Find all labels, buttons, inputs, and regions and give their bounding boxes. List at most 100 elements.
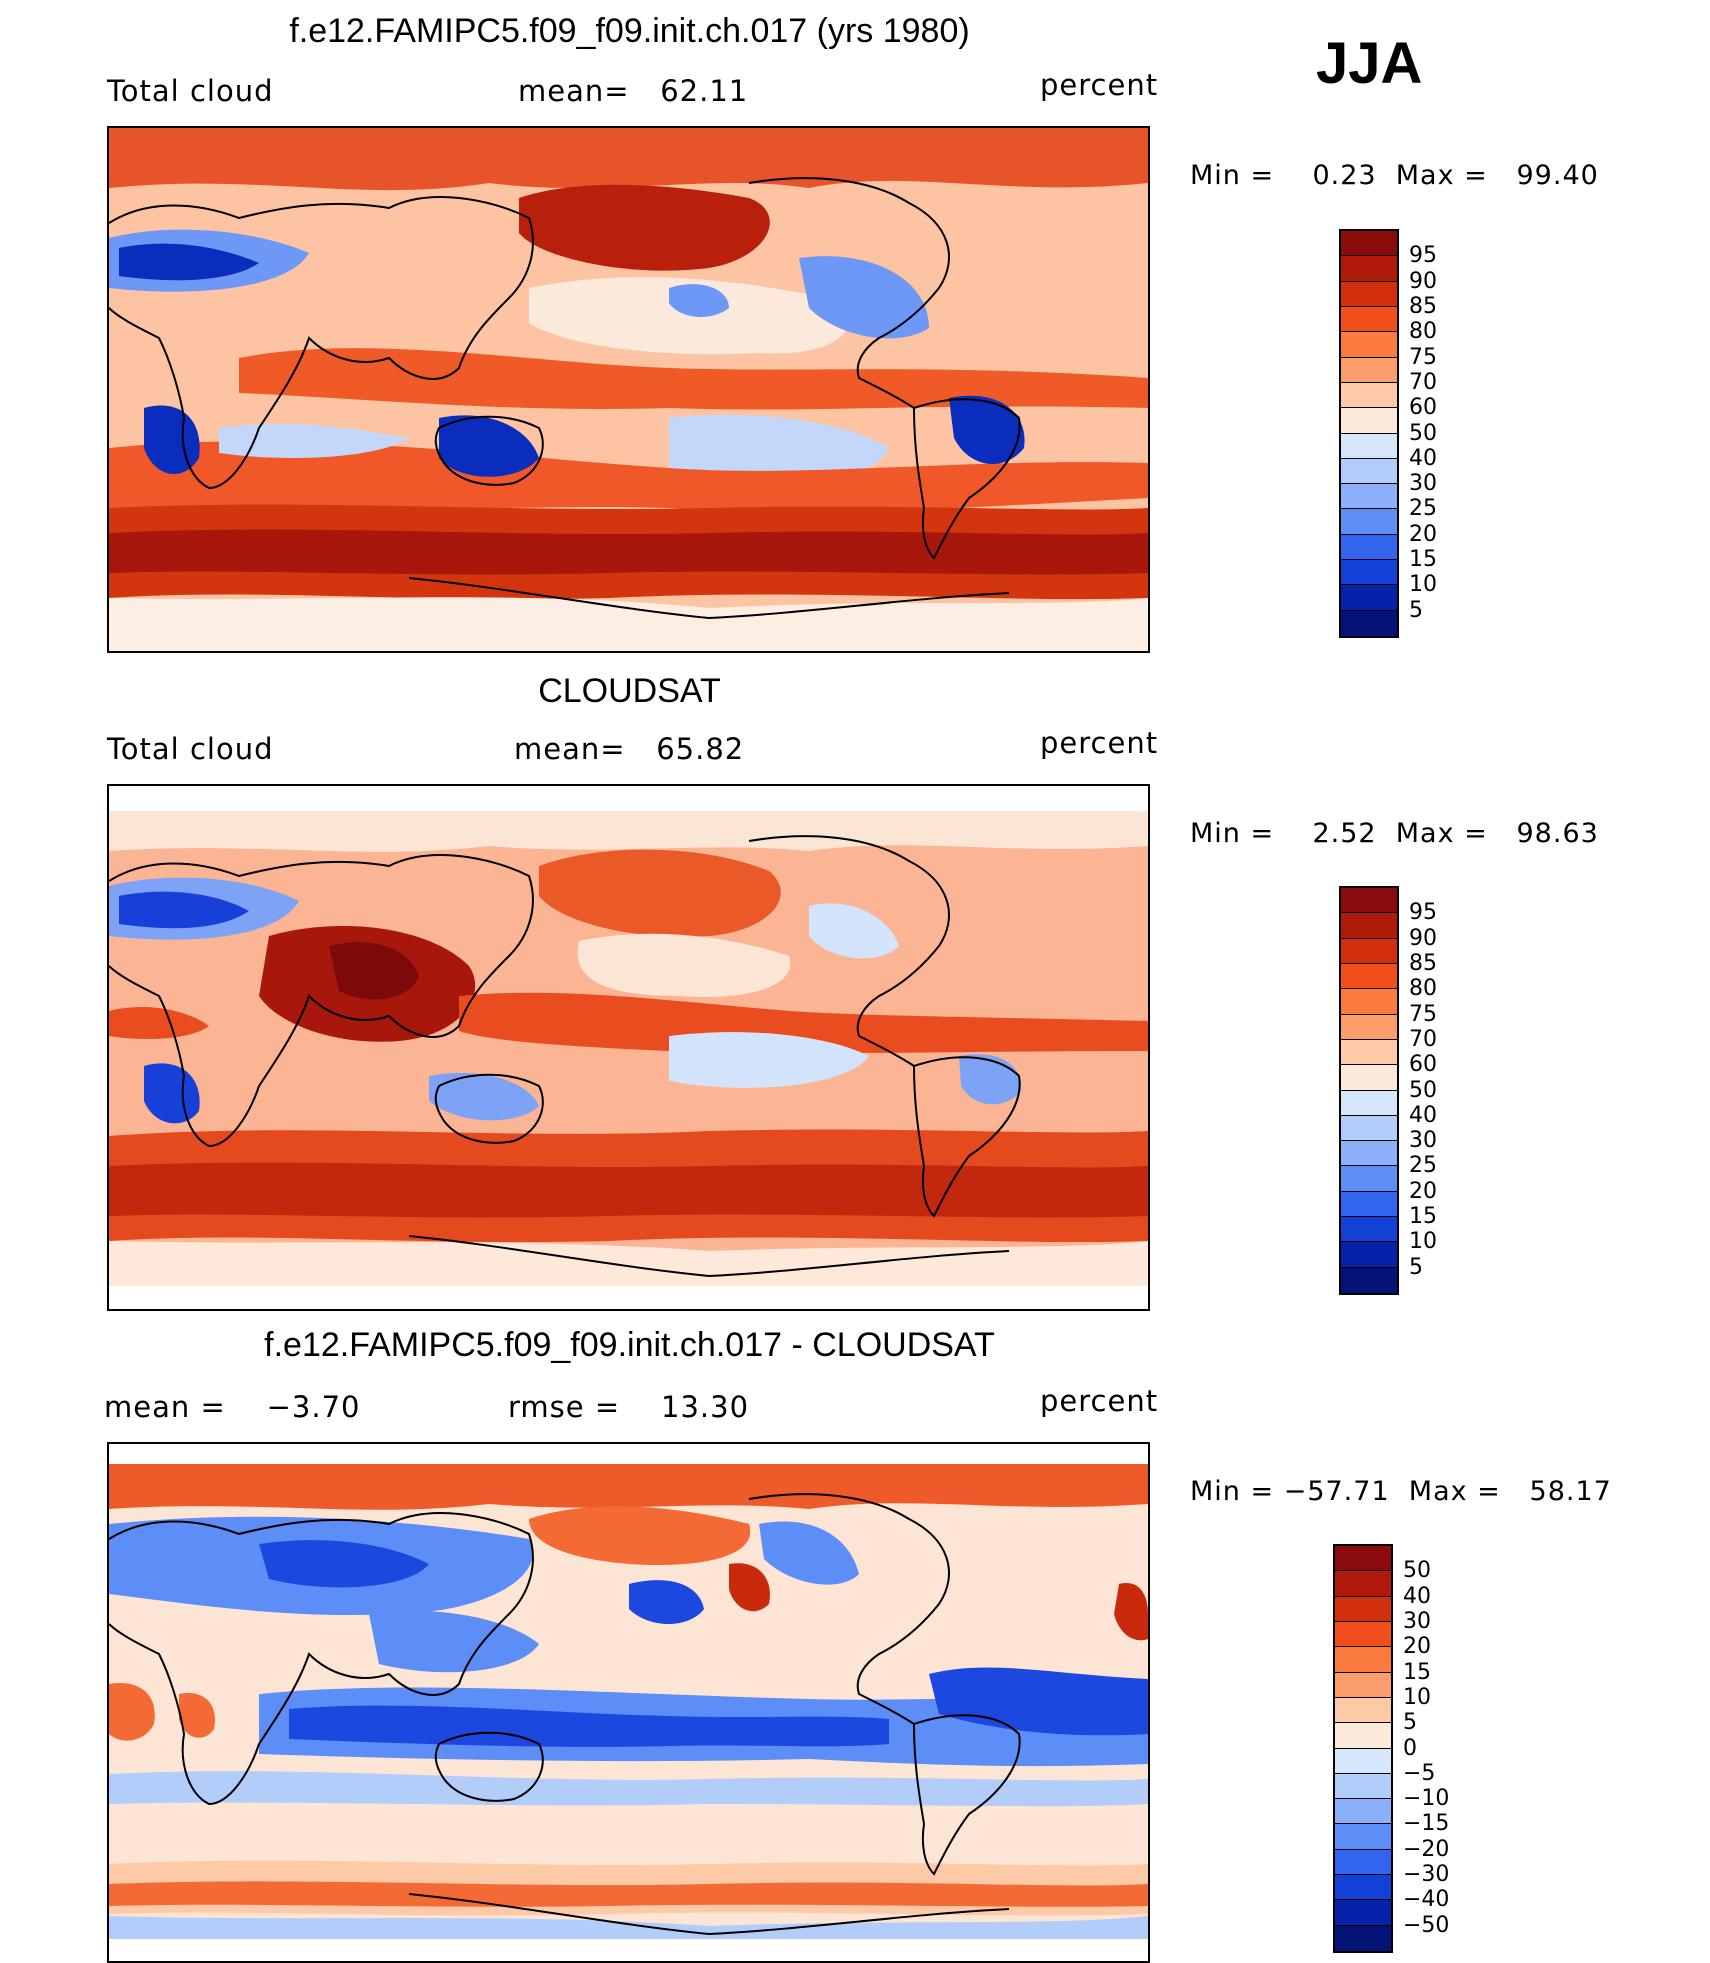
colorbar-tick-label: −20 <box>1403 1836 1450 1862</box>
colorbar-tick-label: 60 <box>1409 395 1437 421</box>
colorbar-tick-label: 30 <box>1409 1128 1437 1154</box>
min-max-label: Min = 2.52 Max = 98.63 <box>1190 818 1599 849</box>
units-label: percent <box>1040 726 1159 760</box>
colorbar-swatch <box>1341 256 1397 282</box>
colorbar-tick-label: −50 <box>1403 1912 1450 1938</box>
map-canvas <box>109 786 1148 1309</box>
antarctic-region <box>109 597 1148 651</box>
colorbar-tick-label: 30 <box>1403 1608 1431 1634</box>
colorbar-swatch <box>1335 1799 1391 1825</box>
colorbar-tick-label: −5 <box>1403 1760 1436 1786</box>
atlantic-negative <box>929 1667 1148 1736</box>
colorbar-swatch <box>1341 1090 1397 1116</box>
colorbar-swatch <box>1341 382 1397 409</box>
north-america-negative <box>759 1521 859 1585</box>
tropical-negative-core <box>289 1705 889 1747</box>
colorbar-tick-label: −30 <box>1403 1862 1450 1888</box>
colorbar-swatch <box>1335 1647 1391 1673</box>
colorbar-tick-label: 75 <box>1409 1001 1437 1027</box>
colorbar-tick-label: 85 <box>1409 293 1437 319</box>
colorbar-swatch <box>1341 1065 1397 1091</box>
colorbar-tick-label: 50 <box>1403 1558 1431 1584</box>
colorbar-tick-label: 70 <box>1409 369 1437 395</box>
north-america-clear <box>799 256 929 339</box>
colorbar-tick-label: 40 <box>1409 1102 1437 1128</box>
colorbar-tick-label: −10 <box>1403 1786 1450 1812</box>
colorbar-tick-label: 15 <box>1403 1659 1431 1685</box>
colorbar-swatch <box>1341 332 1397 358</box>
colorbar-swatch <box>1341 231 1397 257</box>
colorbar-tick-label: 5 <box>1409 1254 1423 1280</box>
colorbar-segments <box>1335 1546 1391 1951</box>
season-label: JJA <box>1316 31 1423 96</box>
colorbar-tick-label: 80 <box>1409 319 1437 345</box>
colorbar-swatch <box>1341 1267 1397 1293</box>
colorbar-swatch <box>1335 1849 1391 1876</box>
no-data-top <box>109 1444 1148 1464</box>
colorbar-swatch <box>1341 963 1397 990</box>
colorbar-tick-label: 10 <box>1409 1229 1437 1255</box>
monsoon-core <box>329 942 419 1000</box>
colorbar-swatch <box>1341 281 1397 307</box>
colorbar-swatch <box>1335 1596 1391 1622</box>
colorbar-swatch <box>1335 1723 1391 1749</box>
antarctic-negative <box>109 1916 1148 1939</box>
colorbar-swatch <box>1341 1014 1397 1040</box>
arctic-positive <box>109 1464 1148 1510</box>
california-positive <box>729 1563 770 1612</box>
colorbar-tick-label: 75 <box>1409 344 1437 370</box>
no-data-bottom <box>109 1939 1148 1961</box>
subtropic-band <box>529 277 849 355</box>
mean-label: mean= 65.82 <box>514 732 745 766</box>
colorbar-tick-label: 5 <box>1409 597 1423 623</box>
australia-clear <box>429 1072 539 1121</box>
colorbar-tick-label: 80 <box>1409 976 1437 1002</box>
colorbar-swatch <box>1335 1900 1391 1926</box>
north-pacific-positive <box>529 1506 751 1565</box>
colorbar-swatch <box>1341 560 1397 586</box>
colorbar-swatch <box>1341 1242 1397 1268</box>
panel-title: f.e12.FAMIPC5.f09_f09.init.ch.017 (yrs 1… <box>289 12 970 50</box>
colorbar-tick-label: 15 <box>1409 547 1437 573</box>
units-label: percent <box>1040 68 1159 102</box>
colorbar-swatch <box>1335 1571 1391 1597</box>
east-atlantic-positive <box>1114 1583 1148 1641</box>
colorbar-swatch <box>1341 458 1397 485</box>
colorbar-tick-label: 25 <box>1409 1153 1437 1179</box>
southern-negative <box>109 1771 1148 1807</box>
colorbar-swatch <box>1341 484 1397 510</box>
south-america-clear <box>949 395 1025 465</box>
subtropic-band <box>577 933 791 997</box>
colorbar-tick-label: 20 <box>1409 521 1437 547</box>
colorbar-swatch <box>1335 1875 1391 1901</box>
southern-ocean-positive-core <box>109 1881 1148 1907</box>
colorbar-swatch <box>1341 938 1397 964</box>
colorbar-tick-label: 30 <box>1409 471 1437 497</box>
pacific-clear-blob <box>669 284 729 318</box>
colorbar-segments <box>1341 231 1397 636</box>
north-america-clear <box>809 903 899 959</box>
colorbar-tick-label: 85 <box>1409 950 1437 976</box>
colorbar-diff <box>1333 1544 1393 1953</box>
south-pacific-clear <box>669 1032 869 1088</box>
colorbar-swatch <box>1341 913 1397 939</box>
storm-belt-core <box>109 529 1148 575</box>
east-africa-positive <box>179 1693 215 1738</box>
colorbar-tick-label: 20 <box>1403 1634 1431 1660</box>
sahara-clear-core <box>119 891 249 929</box>
colorbar-swatch <box>1341 534 1397 561</box>
map-canvas <box>109 128 1148 651</box>
no-data-top <box>109 786 1148 811</box>
colorbar-swatch <box>1341 1166 1397 1192</box>
colorbar-swatch <box>1341 1039 1397 1066</box>
colorbar-swatch <box>1341 1141 1397 1167</box>
coastlines <box>109 177 1021 620</box>
min-max-label: Min = −57.71 Max = 58.17 <box>1190 1476 1612 1507</box>
sahara-clear-core <box>119 243 259 281</box>
itcz-band <box>239 348 1148 410</box>
antarctic-region <box>109 1241 1148 1286</box>
west-africa-positive <box>109 1683 155 1741</box>
colorbar-tick-label: 50 <box>1409 1077 1437 1103</box>
colorbar-tick-label: 95 <box>1409 900 1437 926</box>
colorbar-swatch <box>1341 1115 1397 1142</box>
